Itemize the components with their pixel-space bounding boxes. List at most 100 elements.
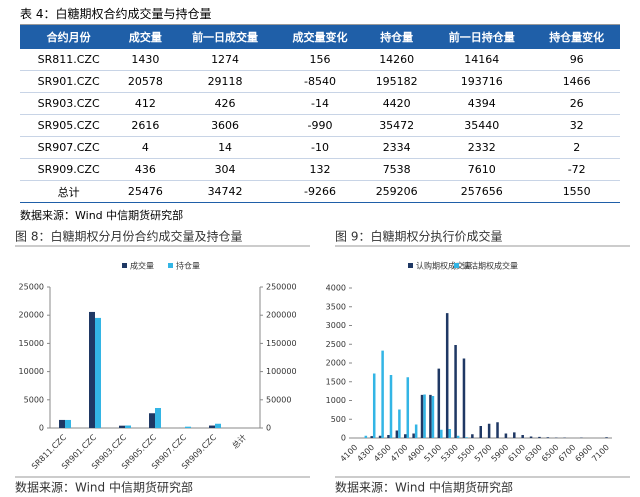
table-cell: 2 <box>533 136 620 159</box>
table-cell: 20578 <box>117 70 174 93</box>
x-tick-label: 4700 <box>389 443 410 464</box>
table-cell: 1466 <box>533 70 620 93</box>
bar <box>149 413 155 428</box>
chart-source: 数据来源：Wind 中信期货研究部 <box>335 480 513 495</box>
x-tick-label: 6300 <box>523 443 544 464</box>
bar <box>423 394 426 438</box>
y-tick-label: 3500 <box>326 302 346 311</box>
y2-tick-label: 100000 <box>266 367 297 376</box>
table-row: SR901.CZC 20578 29118 -8540 195182 193716 1466 <box>20 70 620 93</box>
table-cell: 7610 <box>430 158 534 181</box>
y-tick-label: 0 <box>341 434 346 443</box>
table-cell: 259206 <box>363 180 431 203</box>
bar <box>95 317 101 428</box>
y-tick-label: 25000 <box>19 283 44 292</box>
header-cell: 前一日持仓量 <box>430 25 534 49</box>
y-tick-label: 2000 <box>326 359 346 368</box>
table-source: 数据来源：Wind 中信期货研究部 <box>20 209 184 222</box>
table-cell: 2616 <box>117 114 174 137</box>
y2-tick-label: 250000 <box>266 283 297 292</box>
bar <box>448 429 451 438</box>
x-tick-label: 总计 <box>230 432 248 450</box>
bar <box>513 432 516 438</box>
header-cell: 前一日成交量 <box>173 25 277 49</box>
table: 合约月份 成交量 前一日成交量 成交量变化 持仓量 前一日持仓量 持仓量变化 SR811.CZ… <box>20 25 620 203</box>
table-row: 总计 25476 34742 -9266 259206 257656 1550 <box>20 180 620 203</box>
bar <box>185 426 191 428</box>
header-row: 合约月份 成交量 前一日成交量 成交量变化 持仓量 前一日持仓量 持仓量变化 <box>20 25 620 49</box>
table-cell: 1274 <box>173 49 277 71</box>
bar <box>412 433 415 438</box>
bar <box>462 358 466 438</box>
table-cell: 3606 <box>173 114 277 137</box>
table-cell: 195182 <box>363 70 431 93</box>
bar <box>504 433 508 438</box>
x-tick-label: 4500 <box>372 443 393 464</box>
x-tick-label: 6100 <box>506 443 527 464</box>
table-cell: -72 <box>533 158 620 181</box>
x-tick-label: 5500 <box>456 443 477 464</box>
table-cell: 1550 <box>533 180 620 203</box>
header-cell: 成交量变化 <box>276 25 364 49</box>
bar <box>215 423 221 428</box>
table-cell: -14 <box>276 92 364 115</box>
y-tick-label: 0 <box>39 424 44 433</box>
y2-tick-label: 0 <box>266 424 271 433</box>
table-cell: 32 <box>533 114 620 137</box>
bar <box>59 419 65 428</box>
bar <box>125 425 131 428</box>
table-block: 表 4：白糖期权合约成交量与持仓量 合约月份 成交量 前一日成交量 成交量变化 持仓量前… <box>20 4 620 223</box>
x-tick-label: 5300 <box>439 443 460 464</box>
bar <box>479 426 482 438</box>
legend-swatch <box>122 263 127 268</box>
table-cell: -990 <box>276 114 364 137</box>
legend-swatch <box>168 263 173 268</box>
table-cell: 14 <box>173 136 277 159</box>
chart-title: 图 9：白糖期权分执行价成交量 <box>335 229 502 244</box>
table-cell: -9266 <box>276 180 364 203</box>
bar <box>420 394 424 438</box>
bar <box>521 435 524 438</box>
bar <box>370 436 373 438</box>
x-tick-label: 4300 <box>355 443 376 464</box>
table-cell: 34742 <box>173 180 277 203</box>
bar <box>465 437 468 438</box>
table-cell: -8540 <box>276 70 364 93</box>
table-cell: SR909.CZC <box>20 158 118 181</box>
table-cell: 29118 <box>173 70 277 93</box>
x-tick-label: 5700 <box>473 443 494 464</box>
y-tick-label: 1500 <box>326 377 346 386</box>
y-tick-label: 4000 <box>326 284 346 293</box>
bar <box>65 419 71 428</box>
table-cell: 436 <box>117 158 174 181</box>
table-cell: 4 <box>117 136 174 159</box>
bar <box>456 435 460 438</box>
bar <box>209 425 215 428</box>
x-tick-label: 6900 <box>573 443 594 464</box>
table-cell: SR901.CZC <box>20 70 118 93</box>
x-tick-label: 5900 <box>490 443 511 464</box>
bar <box>406 377 410 438</box>
table-cell: SR903.CZC <box>20 92 118 115</box>
bar <box>487 423 491 438</box>
bar <box>364 435 368 438</box>
bar <box>440 429 443 438</box>
bar <box>437 368 441 438</box>
table-cell: 132 <box>276 158 364 181</box>
bar <box>454 345 457 438</box>
table-cell: 2332 <box>430 136 534 159</box>
table-row: SR909.CZC 436 304 132 7538 7610 -72 <box>20 158 620 181</box>
table-cell: SR907.CZC <box>20 136 118 159</box>
table-row: SR905.CZC 2616 3606 -990 35472 35440 32 <box>20 114 620 137</box>
table-title: 表 4：白糖期权合约成交量与持仓量 <box>20 4 620 25</box>
bar <box>378 435 382 438</box>
table-cell: 193716 <box>430 70 534 93</box>
bar <box>429 394 432 438</box>
legend-label: 成交量 <box>130 261 154 271</box>
bar <box>529 436 533 438</box>
bar <box>155 407 161 428</box>
bar <box>89 311 95 428</box>
header-cell: 持仓量 <box>363 25 431 49</box>
y2-tick-label: 50000 <box>266 395 291 404</box>
